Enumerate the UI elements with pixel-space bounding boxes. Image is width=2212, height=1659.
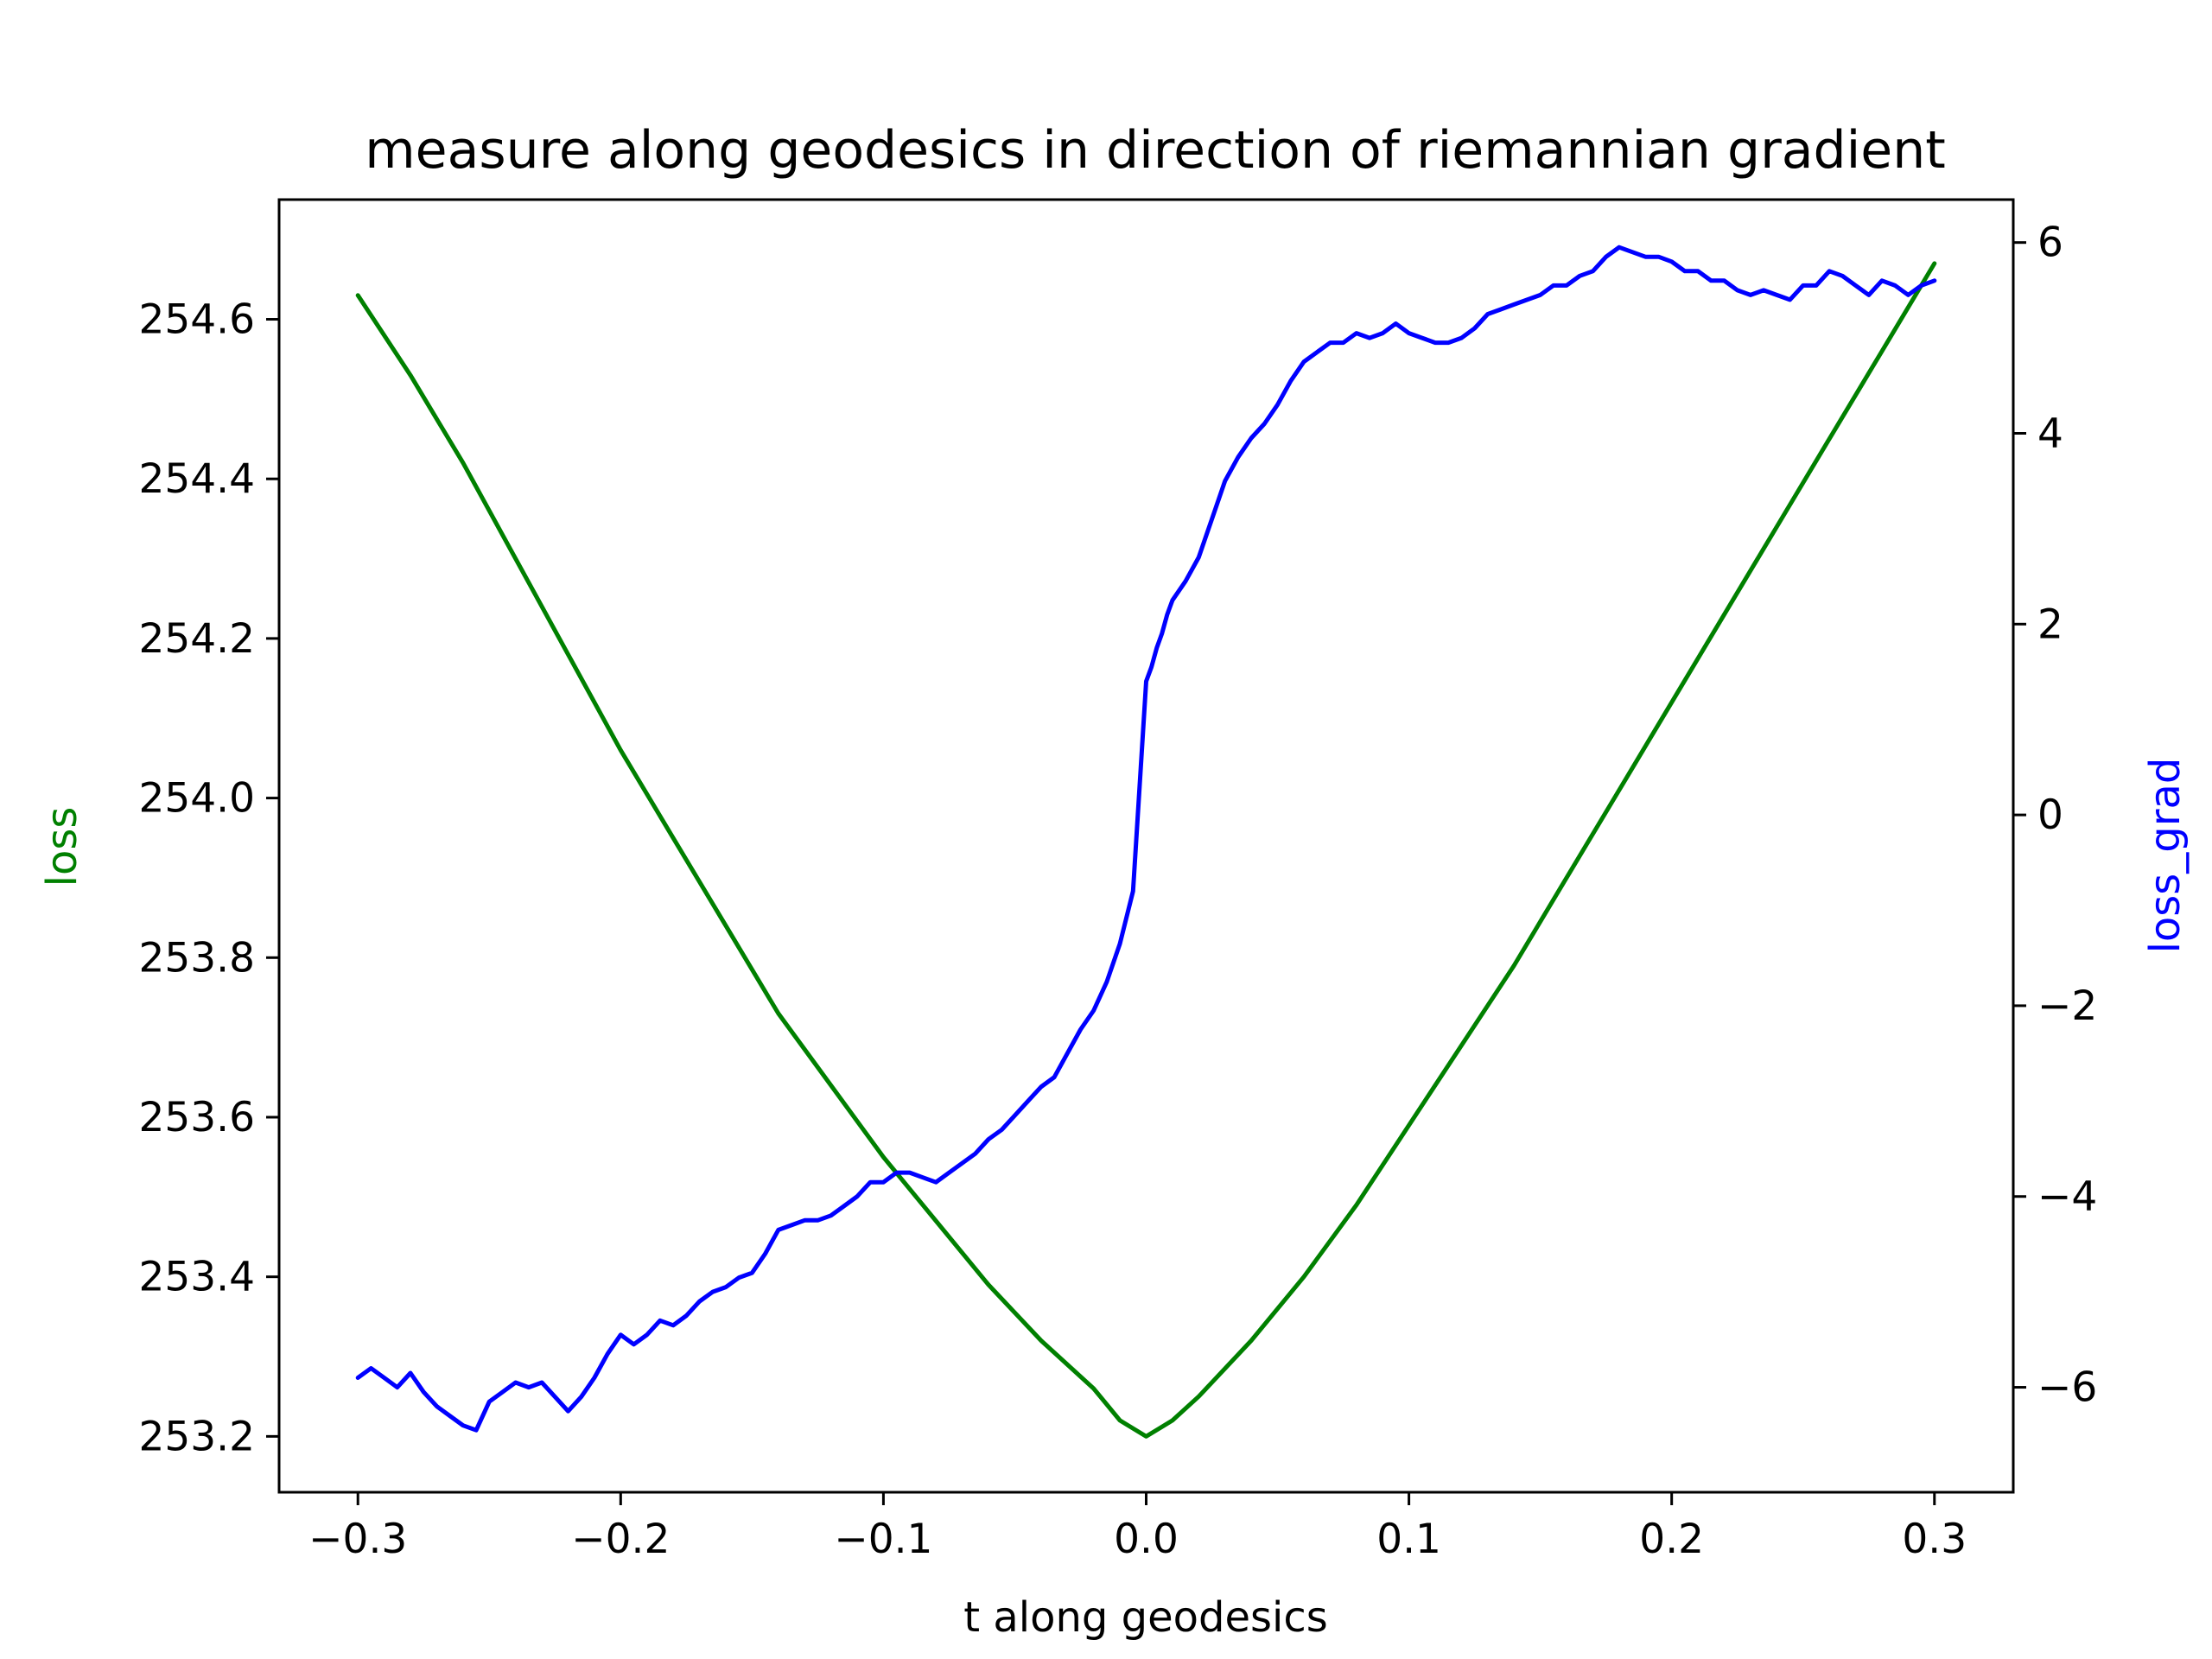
right-y-axis-label: loss_grad bbox=[2141, 758, 2190, 954]
left-y-tick-label: 254.6 bbox=[138, 296, 255, 344]
chart-marks bbox=[355, 245, 1937, 1439]
x-tick-label: −0.3 bbox=[308, 1516, 407, 1563]
x-tick-label: 0.1 bbox=[1376, 1516, 1441, 1563]
right-y-axis: −6 −4 −2 0 2 4 6 bbox=[2013, 219, 2097, 1412]
right-y-tick-label: 0 bbox=[2037, 791, 2063, 839]
right-y-tick-label: −6 bbox=[2037, 1364, 2097, 1412]
left-y-tick-label: 253.4 bbox=[138, 1254, 255, 1301]
left-y-axis: 253.2 253.4 253.6 253.8 254.0 254.2 254.4 254.6 bbox=[138, 296, 279, 1460]
chart-title: measure along geodesics in direction of … bbox=[365, 120, 1946, 181]
left-y-tick-label: 254.2 bbox=[138, 615, 255, 663]
series-line-loss bbox=[355, 261, 1937, 1439]
left-y-tick-label: 253.6 bbox=[138, 1094, 255, 1141]
x-axis-label: t along geodesics bbox=[963, 1593, 1327, 1642]
right-y-tick-label: 4 bbox=[2037, 410, 2063, 457]
x-tick-label: 0.0 bbox=[1114, 1516, 1179, 1563]
right-y-tick-label: 6 bbox=[2037, 219, 2063, 267]
left-y-axis-label: loss bbox=[38, 807, 86, 887]
left-y-tick-label: 253.8 bbox=[138, 934, 255, 982]
x-tick-label: −0.2 bbox=[571, 1516, 670, 1563]
right-y-tick-label: −4 bbox=[2037, 1173, 2097, 1221]
x-tick-label: 0.3 bbox=[1902, 1516, 1967, 1563]
left-y-tick-label: 254.4 bbox=[138, 455, 255, 503]
x-tick-label: 0.2 bbox=[1639, 1516, 1704, 1563]
series-line-loss-grad bbox=[355, 245, 1937, 1433]
x-axis: −0.3 −0.2 −0.1 0.0 0.1 0.2 0.3 bbox=[308, 1492, 1967, 1563]
right-y-tick-label: 2 bbox=[2037, 601, 2063, 648]
left-y-tick-label: 253.2 bbox=[138, 1413, 255, 1460]
x-tick-label: −0.1 bbox=[834, 1516, 932, 1563]
left-y-tick-label: 254.0 bbox=[138, 775, 255, 823]
right-y-tick-label: −2 bbox=[2037, 982, 2097, 1030]
